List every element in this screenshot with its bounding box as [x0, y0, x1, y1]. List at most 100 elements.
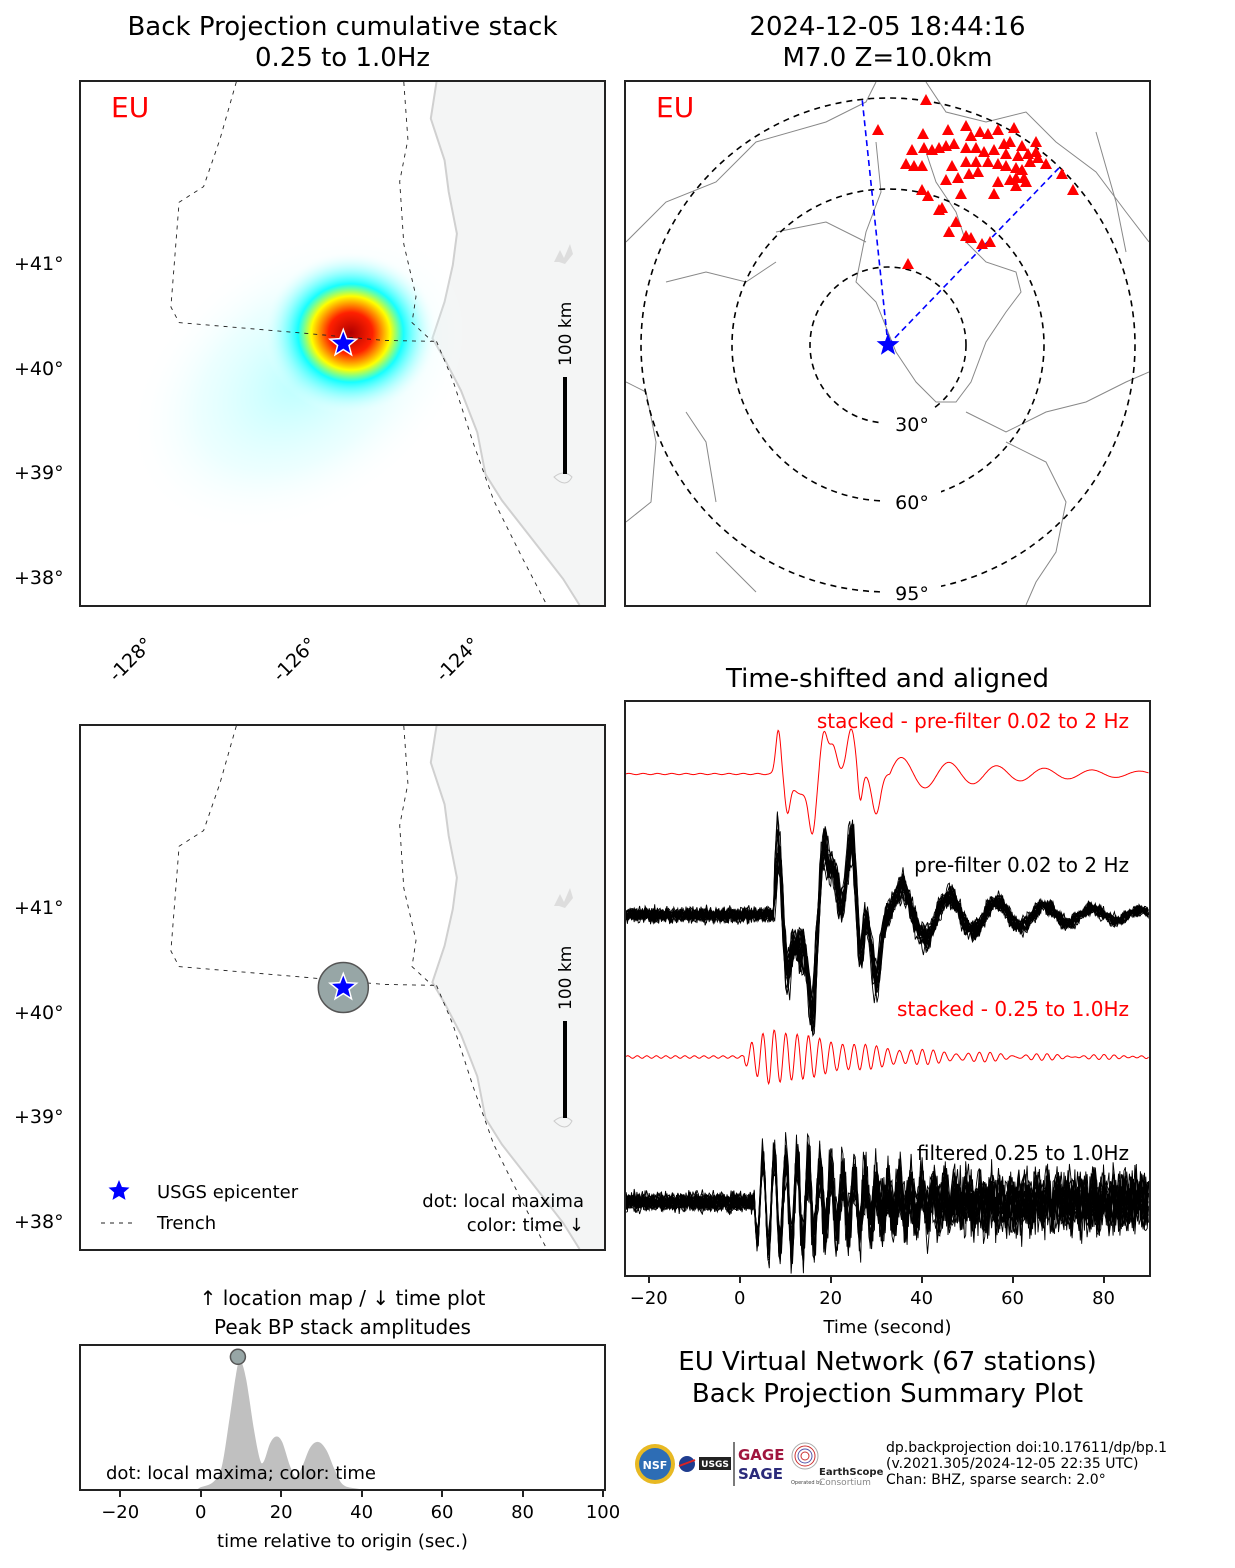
ring-label-bg	[883, 487, 941, 513]
station-triangle-icon	[1030, 136, 1042, 147]
station-triangle-icon	[1012, 150, 1024, 161]
station-map-svg: 30° 60° 95° EU	[626, 82, 1149, 605]
legend-star-icon	[108, 1180, 130, 1200]
maxima-map-land-area	[430, 726, 604, 1249]
peak-plot-xtick-label: 40	[350, 1502, 374, 1523]
peak-plot-svg: dot: local maxima; color: time	[81, 1348, 604, 1489]
logo-strip: NSF USGS GAGE SAGE Operated by EarthScop…	[633, 1440, 888, 1488]
maxima-map-ytick-label: +39°	[14, 1106, 64, 1129]
ring-label: 30°	[895, 414, 929, 436]
station-triangle-icon	[970, 142, 982, 153]
bp-map-trench-line	[399, 82, 433, 342]
maxima-annotation-line1: dot: local maxima	[422, 1191, 584, 1212]
bp-map-ytick-label: +40°	[14, 357, 64, 380]
peak-plot-xtick-label: 80	[511, 1502, 534, 1523]
station-triangle-icon	[1056, 168, 1068, 179]
credits-doi: dp.backprojection doi:10.17611/dp/bp.1	[886, 1440, 1168, 1456]
waveform-panel: stacked - pre-filter 0.02 to 2 Hz pre-fil…	[624, 700, 1151, 1277]
station-triangle-icon	[1030, 146, 1042, 157]
station-triangle-icon	[1010, 180, 1022, 191]
maxima-map-panel: 100 km USGS epicenter Trench dot: local max…	[79, 724, 606, 1251]
bp-heat-blob	[262, 251, 439, 416]
maxima-map-trench-line	[399, 726, 433, 986]
stack-broadband-trace	[626, 728, 1149, 835]
bp-map-xtick-label: -126°	[268, 633, 322, 686]
station-triangle-icon	[992, 124, 1004, 135]
maxima-map-coastline	[429, 726, 581, 1249]
continent-outline	[775, 221, 867, 243]
ring-label-bg	[883, 578, 941, 604]
summary-title-line1: EU Virtual Network (67 stations)	[678, 1347, 1097, 1377]
consortium-logo-text: Consortium	[819, 1478, 871, 1488]
waveform-series-label: stacked - pre-filter 0.02 to 2 Hz	[817, 709, 1129, 733]
peak-plot-panel: dot: local maxima; color: time	[79, 1344, 606, 1491]
station-triangle-icon	[908, 160, 920, 171]
maxima-annotation-line2: color: time ↓	[467, 1215, 584, 1236]
peak-plot-title: ↑ location map / ↓ time plot Peak BP sta…	[80, 1284, 605, 1342]
credits-version: (v.2021.305/2024-12-05 22:35 UTC)	[886, 1456, 1139, 1472]
maxima-map-ytick-label: +40°	[14, 1001, 64, 1024]
maxima-map-ytick-label: +38°	[14, 1210, 64, 1233]
station-triangle-icon	[1024, 156, 1036, 167]
peak-plot-tick-mark	[199, 1491, 202, 1497]
filtered-station-trace	[626, 1138, 1149, 1265]
waveform-xtick-label: 60	[1001, 1288, 1025, 1309]
station-triangle-icon	[1016, 140, 1028, 151]
maxima-map-ytick-label: +41°	[14, 897, 64, 920]
epicenter-star-icon	[328, 971, 359, 1001]
usgs-logo-text: USGS	[701, 1460, 729, 1470]
bp-map-xtick-label: -128°	[104, 633, 158, 686]
station-triangle-icon	[984, 236, 996, 247]
ring-label: 95°	[895, 583, 929, 605]
station-triangle-icon	[965, 232, 977, 243]
bp-map-bay-shape	[553, 472, 573, 484]
waveform-xtick-label: −20	[629, 1288, 668, 1309]
ring-label: 60°	[895, 492, 929, 514]
credits-text: dp.backprojection doi:10.17611/dp/bp.1 (…	[886, 1440, 1167, 1488]
summary-title-line2: Back Projection Summary Plot	[691, 1379, 1084, 1409]
station-triangle-icon	[960, 142, 972, 153]
station-triangle-icon	[988, 144, 1000, 155]
peak-plot-tick-mark	[280, 1491, 283, 1497]
summary-title: EU Virtual Network (67 stations) Back Pr…	[625, 1346, 1150, 1410]
legend-epicenter-label: USGS epicenter	[157, 1182, 299, 1203]
waveform-xlabel: Time (second)	[823, 1317, 952, 1338]
continent-outline	[626, 82, 877, 243]
continent-outline	[626, 381, 657, 523]
legend-trench-label: Trench	[156, 1213, 216, 1234]
station-triangle-icon	[970, 156, 982, 167]
nasa-logo-icon	[678, 1456, 696, 1472]
broadband-station-trace	[626, 811, 1149, 1026]
station-triangle-icon	[992, 158, 1004, 169]
station-triangle-icon	[955, 188, 967, 199]
ring-label-bg	[883, 409, 941, 435]
maxima-map-lake-shape	[554, 888, 573, 908]
station-triangle-icon	[948, 138, 960, 149]
station-triangle-icon	[960, 120, 972, 131]
station-triangle-icon	[942, 124, 954, 135]
station-triangle-icon	[916, 160, 928, 171]
station-triangle-icon	[933, 204, 945, 215]
station-triangle-icon	[952, 172, 964, 183]
azimuth-limit-line	[861, 96, 889, 346]
peak-plot-tick-mark	[119, 1491, 122, 1497]
station-triangle-icon	[992, 176, 1004, 187]
station-triangle-icon	[872, 124, 884, 135]
gage-logo-text: GAGE	[738, 1446, 784, 1464]
station-triangle-icon	[960, 156, 972, 167]
station-triangle-icon	[1000, 160, 1012, 171]
continent-outline	[665, 261, 777, 283]
bp-map-ytick-label: +41°	[14, 253, 64, 276]
station-triangle-icon	[963, 168, 975, 179]
bp-map-ytick-label: +39°	[14, 462, 64, 485]
peak-plot-xtick-label: −20	[101, 1502, 140, 1523]
station-triangle-icon	[918, 142, 930, 153]
station-triangle-icon	[1032, 152, 1044, 163]
station-triangle-icon	[1016, 164, 1028, 175]
station-triangle-icon	[920, 94, 932, 105]
station-triangle-icon	[1000, 148, 1012, 159]
peak-plot-xtick-label: 20	[269, 1502, 293, 1523]
epicenter-star-icon	[876, 333, 900, 355]
bp-map-panel: 100 km EU	[79, 80, 606, 607]
waveform-xtick-label: 20	[819, 1288, 843, 1309]
